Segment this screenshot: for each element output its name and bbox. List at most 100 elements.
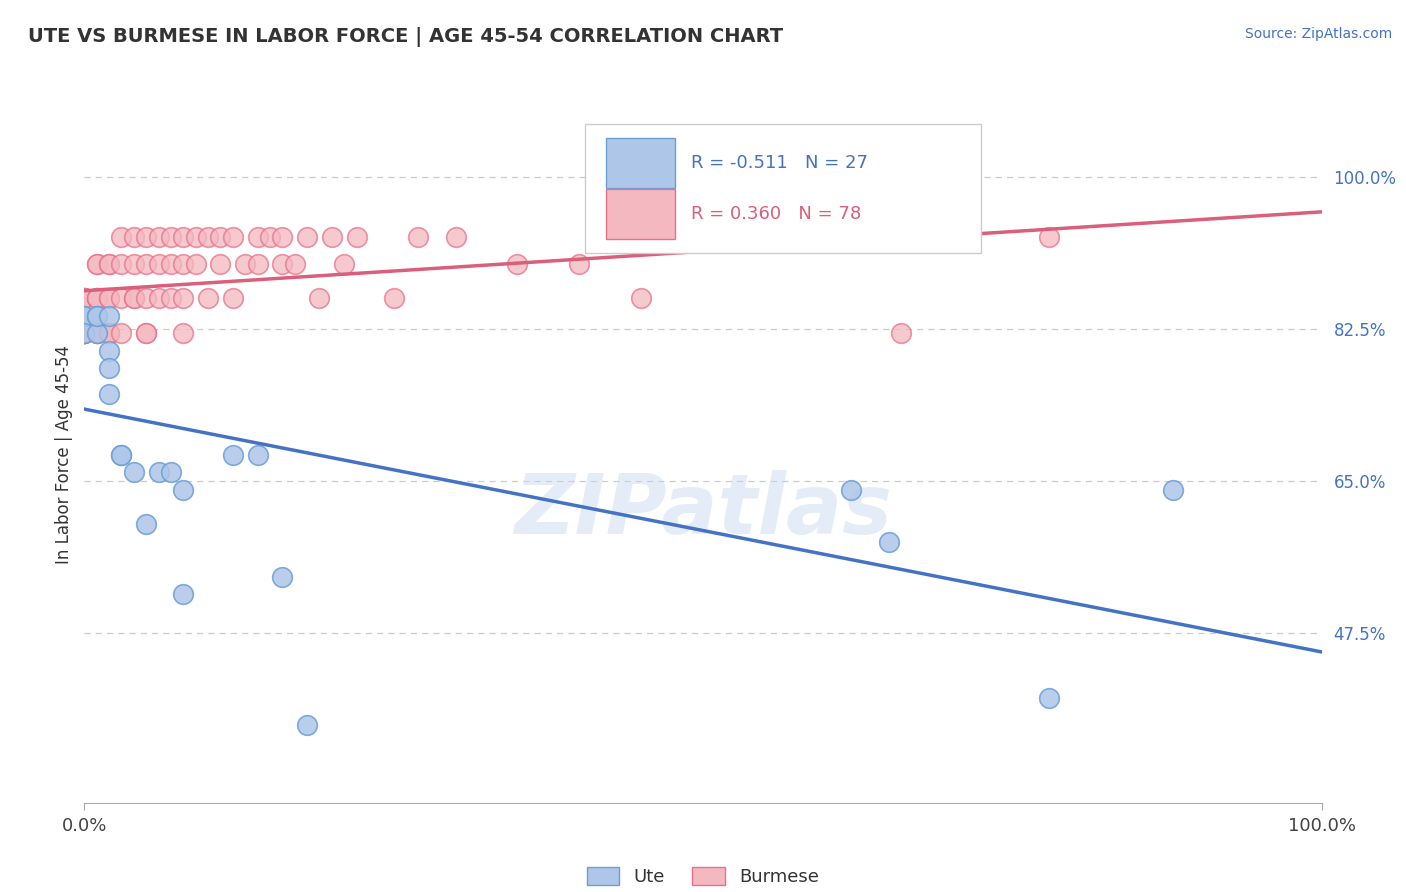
Point: [110, 448, 132, 462]
Point: [98, 360, 121, 375]
Point: [73, 291, 96, 305]
Point: [98, 326, 121, 341]
Point: [73, 309, 96, 323]
Point: [1038, 691, 1060, 706]
Point: [444, 230, 467, 244]
Point: [98, 387, 121, 401]
Text: ZIPatlas: ZIPatlas: [515, 470, 891, 551]
Point: [73, 326, 96, 341]
Point: [148, 257, 170, 271]
Point: [73, 326, 96, 341]
Point: [890, 326, 912, 341]
Point: [841, 483, 863, 497]
Point: [172, 483, 194, 497]
Point: [98, 326, 121, 341]
Text: R = 0.360   N = 78: R = 0.360 N = 78: [690, 205, 860, 223]
Text: R = -0.511   N = 27: R = -0.511 N = 27: [690, 154, 868, 172]
Point: [135, 326, 157, 341]
Point: [98, 257, 121, 271]
Legend: Ute, Burmese: Ute, Burmese: [579, 860, 827, 892]
Point: [568, 257, 591, 271]
Point: [1038, 230, 1060, 244]
Point: [172, 587, 194, 601]
Point: [197, 291, 219, 305]
Point: [321, 230, 343, 244]
Point: [98, 291, 121, 305]
Point: [122, 466, 145, 480]
Point: [295, 230, 318, 244]
Point: [160, 257, 183, 271]
Point: [73, 326, 96, 341]
Point: [110, 257, 132, 271]
Text: UTE VS BURMESE IN LABOR FORCE | AGE 45-54 CORRELATION CHART: UTE VS BURMESE IN LABOR FORCE | AGE 45-5…: [28, 27, 783, 46]
Point: [73, 326, 96, 341]
Point: [197, 230, 219, 244]
Point: [73, 326, 96, 341]
Point: [877, 535, 900, 549]
Point: [98, 309, 121, 323]
Point: [135, 257, 157, 271]
Point: [295, 717, 318, 731]
Point: [172, 291, 194, 305]
Point: [110, 326, 132, 341]
Point: [209, 257, 232, 271]
Point: [98, 343, 121, 358]
Point: [246, 230, 269, 244]
Point: [86, 257, 108, 271]
Point: [86, 309, 108, 323]
Point: [73, 291, 96, 305]
Point: [110, 291, 132, 305]
Point: [86, 326, 108, 341]
Point: [122, 291, 145, 305]
Point: [271, 230, 294, 244]
Point: [222, 291, 245, 305]
Point: [86, 257, 108, 271]
Point: [717, 230, 740, 244]
Point: [259, 230, 281, 244]
Point: [160, 230, 183, 244]
Point: [246, 257, 269, 271]
Point: [222, 230, 245, 244]
Point: [86, 326, 108, 341]
FancyBboxPatch shape: [606, 189, 675, 239]
Point: [1161, 483, 1184, 497]
Point: [346, 230, 368, 244]
Point: [382, 291, 405, 305]
Point: [148, 230, 170, 244]
Point: [135, 230, 157, 244]
Point: [308, 291, 330, 305]
Point: [246, 448, 269, 462]
Point: [135, 517, 157, 532]
Point: [122, 230, 145, 244]
Point: [271, 570, 294, 584]
Point: [98, 326, 121, 341]
Point: [73, 326, 96, 341]
Text: Source: ZipAtlas.com: Source: ZipAtlas.com: [1244, 27, 1392, 41]
Point: [209, 230, 232, 244]
Point: [172, 257, 194, 271]
Point: [73, 326, 96, 341]
Point: [506, 257, 529, 271]
Point: [333, 257, 356, 271]
Point: [86, 309, 108, 323]
Point: [184, 257, 207, 271]
Point: [122, 291, 145, 305]
Point: [271, 257, 294, 271]
Point: [184, 230, 207, 244]
Point: [86, 309, 108, 323]
FancyBboxPatch shape: [585, 124, 981, 253]
Point: [148, 466, 170, 480]
Point: [73, 291, 96, 305]
FancyBboxPatch shape: [606, 138, 675, 188]
Point: [110, 230, 132, 244]
Point: [98, 291, 121, 305]
Point: [160, 466, 183, 480]
Point: [284, 257, 307, 271]
Point: [98, 257, 121, 271]
Point: [73, 291, 96, 305]
Point: [86, 291, 108, 305]
Point: [86, 291, 108, 305]
Point: [172, 230, 194, 244]
Point: [73, 326, 96, 341]
Point: [135, 291, 157, 305]
